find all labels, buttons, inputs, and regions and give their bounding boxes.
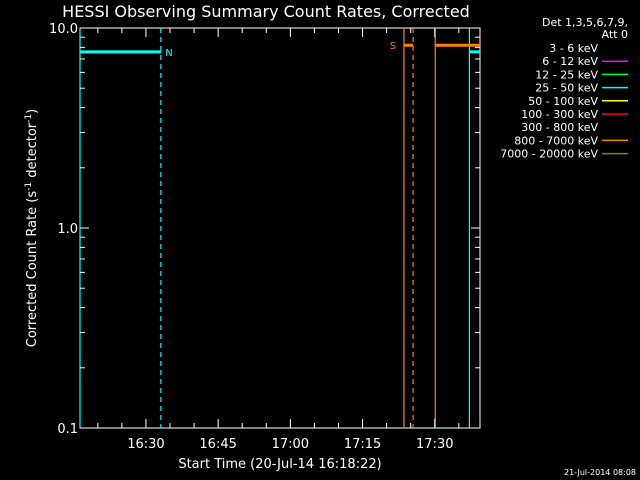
plot-frame	[79, 27, 481, 429]
y-tick-label-1: 1.0	[57, 222, 78, 237]
y-tick-label-0: 0.1	[57, 422, 78, 437]
legend-label-8: 7000 - 20000 keV	[500, 148, 598, 161]
legend-label-1: 6 - 12 keV	[542, 55, 598, 68]
legend-label-5: 100 - 300 keV	[521, 108, 598, 121]
y-axis-label-end: )	[25, 109, 40, 114]
flag-labels: NS	[165, 41, 396, 59]
y-tick-label-2: 10.0	[49, 22, 78, 37]
legend-label-3: 25 - 50 keV	[535, 82, 598, 95]
x-tick-label-3: 17:15	[344, 437, 381, 452]
generation-timestamp: 21-Jul-2014 08:08	[564, 468, 636, 477]
y-axis-label-mid: detector	[25, 122, 40, 182]
flag-label-1: S	[390, 41, 396, 52]
y-axis-label-sup1: -1	[24, 182, 34, 191]
y-axis-ticks: 0.1 1.0 10.0	[49, 22, 480, 437]
x-tick-label-2: 17:00	[272, 437, 309, 452]
x-tick-label-0: 16:30	[127, 437, 164, 452]
flag-label-0: N	[165, 48, 172, 59]
y-axis-label-main: Corrected Count Rate (s	[25, 191, 40, 348]
x-tick-label-4: 17:30	[416, 437, 453, 452]
legend-label-4: 50 - 100 keV	[528, 95, 598, 108]
y-axis-label-sup2: -1	[24, 114, 34, 123]
x-tick-label-1: 16:45	[199, 437, 236, 452]
chart-title: HESSI Observing Summary Count Rates, Cor…	[62, 2, 470, 21]
y-axis-label: Corrected Count Rate (s-1 detector-1)	[24, 109, 40, 347]
x-axis-ticks: 16:30 16:45 17:00 17:15 17:30	[97, 28, 460, 452]
flag-boundary-lines	[79, 28, 471, 428]
legend-label-7: 800 - 7000 keV	[514, 134, 598, 147]
x-axis-label: Start Time (20-Jul-14 16:18:22)	[178, 457, 381, 472]
legend-label-2: 12 - 25 keV	[535, 68, 598, 81]
legend-label-6: 300 - 800 keV	[521, 121, 598, 134]
legend-label-0: 3 - 6 keV	[549, 42, 598, 55]
flag-segments	[80, 43, 480, 54]
legend-header-attenuator: Att 0	[602, 28, 628, 41]
legend-header-detectors: Det 1,3,5,6,7,9,	[542, 16, 628, 29]
